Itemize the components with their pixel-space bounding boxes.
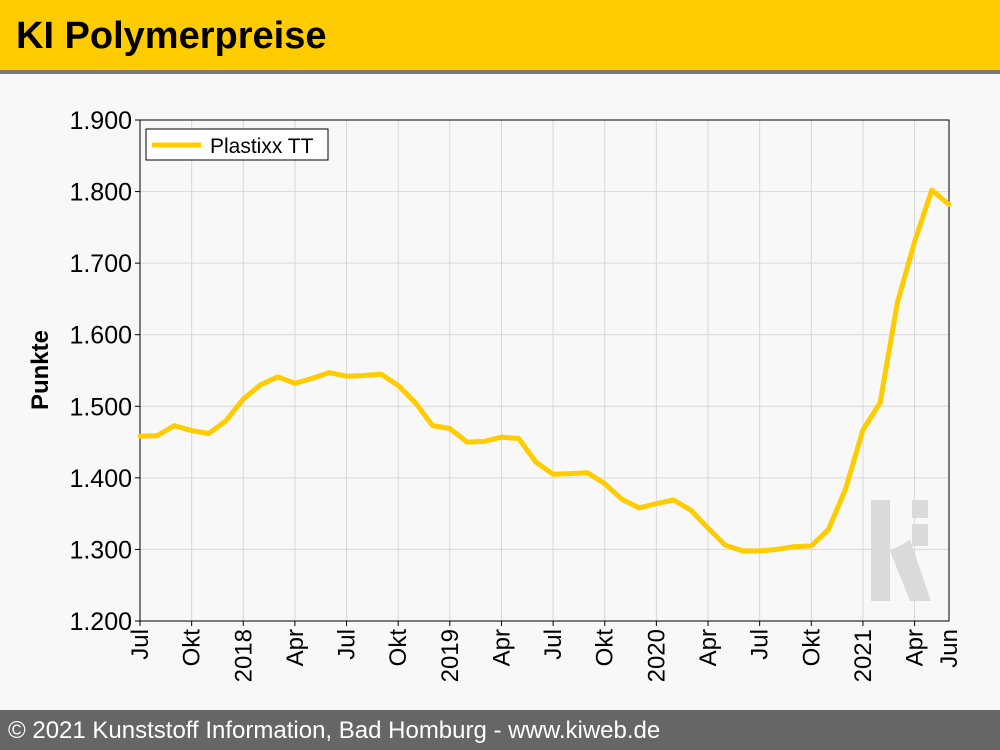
series-plastixx-tt (137, 187, 952, 554)
x-tick-label: Apr (488, 629, 515, 666)
logo-leg (890, 540, 931, 601)
y-tick-label: 1.900 (69, 107, 132, 135)
y-tick-label: 1.200 (69, 608, 132, 636)
footer-bar: © 2021 Kunststoff Information, Bad Hombu… (0, 710, 1000, 750)
x-tick-label: Jun (936, 629, 963, 668)
header-bar: KI Polymerpreise (0, 0, 1000, 74)
copyright-text: © 2021 Kunststoff Information, Bad Hombu… (8, 717, 661, 744)
chart-area: 1.200 1.300 1.400 1.500 1.600 1.700 1.800 1.900… (0, 74, 1000, 710)
y-tick-label: 1.800 (69, 179, 132, 207)
y-axis-label: Punkte (27, 330, 54, 410)
x-tick-label: Jul (540, 629, 567, 660)
x-tick-label: 2019 (437, 629, 464, 682)
series-line (137, 187, 952, 554)
y-tick-label: 1.600 (69, 322, 132, 350)
y-tick-label: 1.700 (69, 250, 132, 278)
x-tick-label: Okt (385, 629, 412, 667)
legend: Plastixx TT (145, 128, 329, 161)
y-tick-label: 1.300 (69, 536, 132, 564)
x-tick-label: Apr (282, 629, 309, 666)
x-tick-label: 2021 (850, 629, 877, 682)
x-tick-label: Jul (127, 629, 154, 660)
x-tick-label: Okt (179, 629, 206, 667)
logo-stem (871, 500, 890, 601)
y-axis: 1.200 1.300 1.400 1.500 1.600 1.700 1.800 1.900 (69, 107, 140, 636)
x-axis: Jul Okt 2018 Apr Jul Okt 2019 Apr Jul Okt 2020 Apr J… (127, 621, 963, 682)
y-tick-label: 1.400 (69, 465, 132, 493)
x-tick-label: 2018 (230, 629, 257, 682)
x-tick-label: Apr (695, 629, 722, 666)
page-title: KI Polymerpreise (16, 15, 327, 57)
logo-dot (912, 500, 928, 518)
y-tick-label: 1.500 (69, 393, 132, 421)
grid (139, 119, 949, 622)
ki-logo-watermark (871, 500, 931, 601)
x-tick-label: Apr (902, 629, 929, 666)
x-tick-label: 2020 (643, 629, 670, 682)
plot-frame (139, 119, 950, 622)
x-tick-label: Okt (592, 629, 619, 667)
x-tick-label: Jul (334, 629, 361, 660)
legend-label: Plastixx TT (210, 135, 314, 158)
x-tick-label: Okt (798, 629, 825, 667)
line-chart: 1.200 1.300 1.400 1.500 1.600 1.700 1.800 1.900… (27, 107, 963, 682)
logo-arm (912, 524, 928, 546)
x-tick-label: Jul (747, 629, 774, 660)
